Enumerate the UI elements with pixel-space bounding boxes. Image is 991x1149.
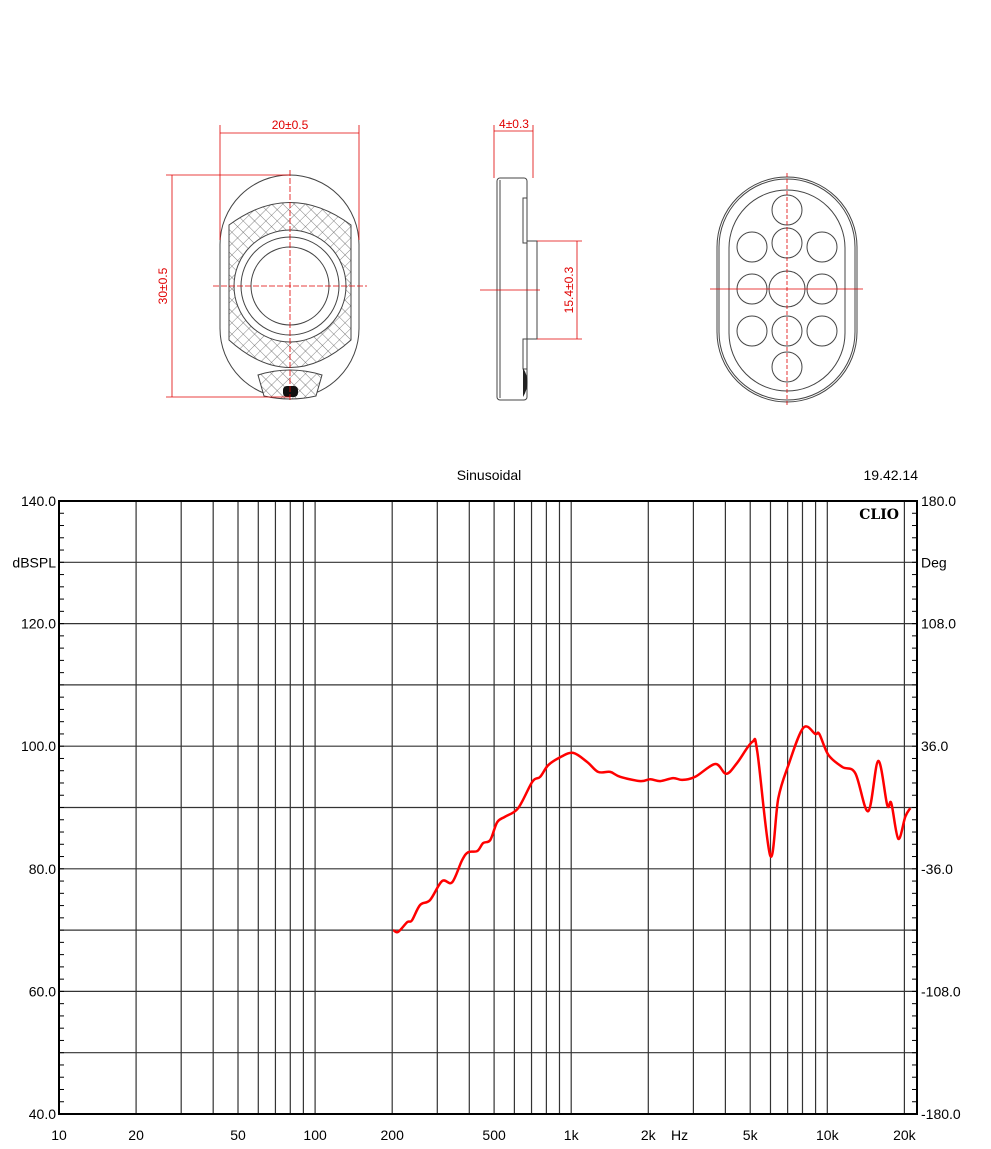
x-tick-label: 1k — [564, 1127, 580, 1143]
y2-tick-label: -108.0 — [921, 983, 961, 999]
x-tick-label: 2k — [641, 1127, 657, 1143]
frequency-response-chart: Sinusoidal 19.42.14 CLIO 10 20 50 100 200 500… — [12, 467, 961, 1143]
x-tick-label: 50 — [230, 1127, 246, 1143]
y2-axis-label: Deg — [921, 554, 947, 570]
axis-labels: 10 20 50 100 200 500 1k 2k 5k 10k 20k Hz 140.0 120.0 1… — [12, 493, 961, 1143]
side-boss-dimension: 15.4±0.3 — [562, 266, 576, 313]
y2-tick-label: 180.0 — [921, 493, 956, 509]
chart-grid — [59, 500, 917, 1115]
chart-timestamp: 19.42.14 — [864, 467, 919, 483]
x-tick-label: 500 — [482, 1127, 506, 1143]
x-tick-label: 200 — [381, 1127, 405, 1143]
y-tick-label: 80.0 — [29, 861, 56, 877]
y-tick-label: 40.0 — [29, 1106, 56, 1122]
x-tick-label: 20k — [893, 1127, 917, 1143]
x-tick-label: 100 — [303, 1127, 327, 1143]
terminal-icon — [283, 386, 298, 397]
clio-logo: CLIO — [859, 507, 899, 523]
y2-tick-label: 36.0 — [921, 738, 948, 754]
spl-curve — [392, 725, 912, 934]
front-height-dimension: 30±0.5 — [156, 267, 170, 304]
x-tick-label: 10 — [51, 1127, 67, 1143]
y-tick-label: 60.0 — [29, 983, 56, 999]
plot-frame — [58, 500, 918, 1115]
y-axis-label: dBSPL — [12, 554, 56, 570]
y-tick-label: 100.0 — [21, 738, 56, 754]
side-depth-dimension: 4±0.3 — [499, 117, 529, 131]
y2-tick-label: -36.0 — [921, 861, 953, 877]
x-tick-label: 5k — [743, 1127, 759, 1143]
front-width-dimension: 20±0.5 — [272, 118, 309, 132]
side-view-drawing: 4±0.3 15.4±0.3 — [480, 117, 582, 401]
x-axis-label: Hz — [671, 1127, 688, 1143]
back-view-drawing — [710, 173, 863, 405]
y2-tick-label: 108.0 — [921, 616, 956, 632]
y-tick-label: 120.0 — [21, 616, 56, 632]
front-view-drawing: 20±0.5 30±0.5 — [156, 118, 367, 402]
y2-tick-label: -180.0 — [921, 1106, 961, 1122]
x-tick-label: 10k — [816, 1127, 840, 1143]
x-tick-label: 20 — [128, 1127, 144, 1143]
y-tick-label: 140.0 — [21, 493, 56, 509]
chart-title: Sinusoidal — [457, 467, 522, 483]
